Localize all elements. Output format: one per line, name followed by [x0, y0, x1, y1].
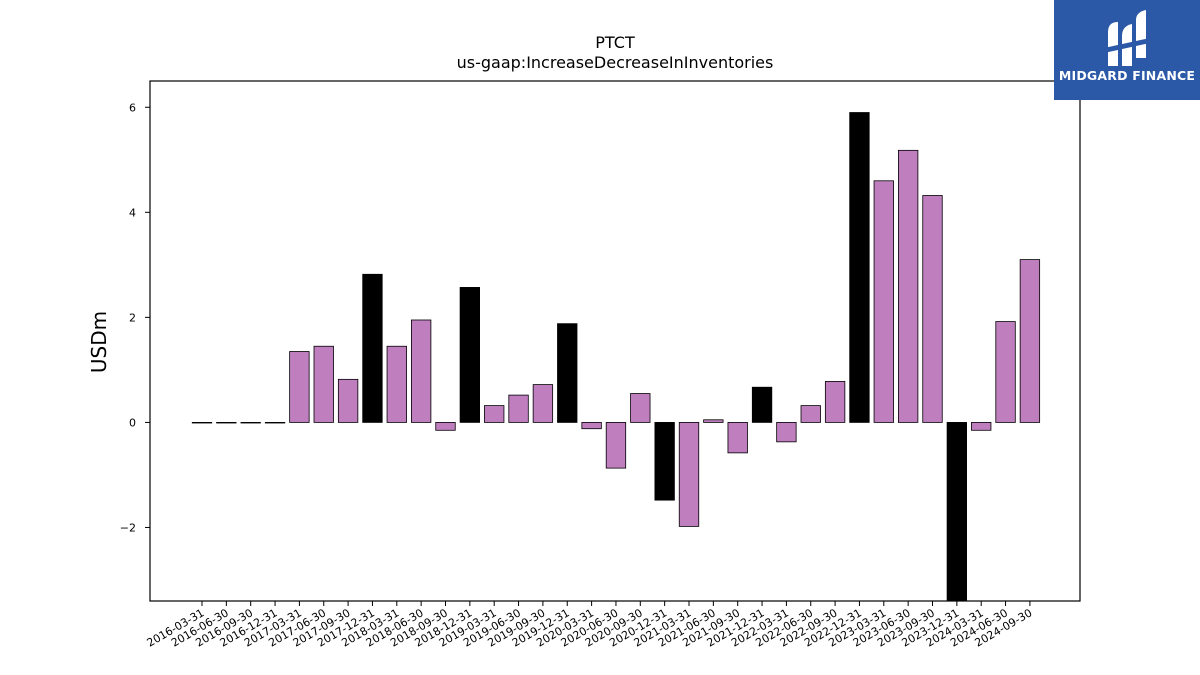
y-tick-label: 0 — [129, 416, 136, 429]
bar-2024-09-30 — [1019, 259, 1041, 423]
bar-2021-12-31 — [751, 386, 773, 423]
bar-2017-12-31 — [362, 273, 383, 423]
bar-2018-03-31 — [386, 345, 407, 423]
bar-2024-03-31 — [971, 422, 992, 431]
bar-2022-06-30 — [800, 405, 821, 423]
bar-2020-03-31 — [581, 422, 602, 430]
midgard-logo-icon — [1104, 10, 1150, 66]
bar-2017-03-31 — [289, 351, 310, 423]
y-tick-label: 6 — [129, 101, 136, 114]
bar-2024-06-30 — [995, 321, 1016, 423]
bar-2020-06-30 — [605, 422, 627, 469]
bar-2023-09-30 — [922, 195, 943, 423]
bar-2022-03-31 — [776, 422, 797, 443]
bar-2018-12-31 — [459, 287, 481, 423]
bar-2023-06-30 — [898, 149, 919, 423]
bar-2016-06-30 — [216, 422, 237, 424]
chart-subtitle: us-gaap:IncreaseDecreaseInInventories — [457, 53, 774, 72]
y-tick-label: −2 — [120, 521, 136, 534]
chart-title: PTCT — [595, 33, 635, 52]
bar-2023-12-31 — [946, 422, 967, 602]
y-tick-label: 2 — [129, 311, 136, 324]
bar-2016-12-31 — [264, 422, 286, 424]
y-axis-label: USDm — [87, 311, 111, 373]
bar-2020-12-31 — [654, 422, 675, 501]
bars-group — [191, 112, 1041, 602]
x-ticks-group: 2016-03-312016-06-302016-09-302016-12-31… — [145, 601, 1034, 650]
bar-2016-03-31 — [191, 422, 213, 424]
bar-2021-06-30 — [703, 419, 724, 423]
bar-2020-09-30 — [630, 393, 651, 423]
y-tick-label: 4 — [129, 206, 136, 219]
bar-2023-03-31 — [873, 180, 894, 423]
bar-2019-03-31 — [484, 405, 505, 423]
bar-2016-09-30 — [240, 422, 261, 424]
bar-2019-12-31 — [557, 323, 578, 423]
bar-2018-06-30 — [410, 319, 432, 423]
bar-2017-06-30 — [313, 345, 334, 423]
plot-frame — [149, 80, 1081, 602]
bar-2022-12-31 — [849, 112, 870, 423]
bar-2017-09-30 — [337, 378, 359, 423]
bar-2019-09-30 — [532, 384, 554, 423]
bar-2021-03-31 — [678, 422, 700, 527]
bar-2021-09-30 — [727, 422, 748, 454]
brand-logo: MIDGARD FINANCE — [1054, 0, 1200, 100]
bar-2019-06-30 — [508, 394, 529, 423]
bar-2022-09-30 — [824, 381, 846, 423]
y-ticks-group: −2 0 2 4 6 — [120, 101, 150, 534]
logo-text: MIDGARD FINANCE — [1058, 68, 1196, 83]
bar-2018-09-30 — [435, 422, 456, 431]
